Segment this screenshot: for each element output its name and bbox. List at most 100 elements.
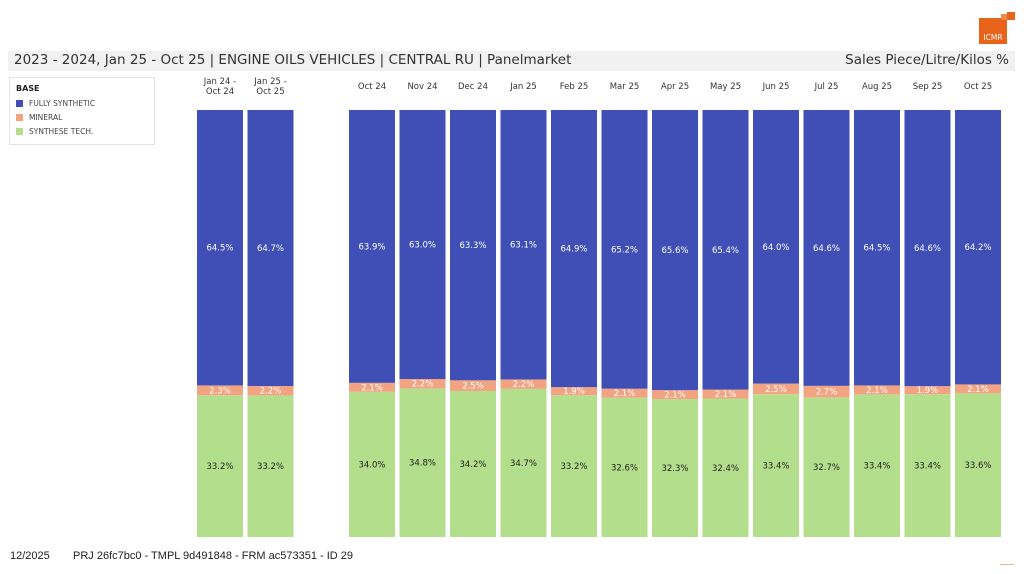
logo-main-square: [979, 18, 1007, 44]
logo-small-square: [1007, 12, 1015, 20]
bar-segment-fully-synthetic-mar-25: [601, 110, 648, 389]
bar-segment-fully-synthetic-dec-24: [450, 110, 496, 381]
data-label-mineral-dec-24: 2.5%: [462, 382, 484, 392]
data-label-synthese-tech-mar-25: 32.6%: [611, 463, 638, 473]
data-label-mineral-jan-24-oct-24: 2.3%: [209, 386, 231, 396]
footer-divider: [1000, 564, 1014, 565]
data-label-mineral-sep-25: 1.9%: [917, 386, 939, 396]
data-label-synthese-tech-may-25: 32.4%: [712, 464, 739, 474]
data-label-fully-synthetic-dec-24: 63.3%: [459, 241, 486, 251]
bar-segment-synthese-tech-jan-25: [500, 388, 547, 537]
data-label-mineral-oct-25: 2.1%: [967, 385, 989, 395]
data-label-synthese-tech-jun-25: 33.4%: [762, 462, 789, 472]
category-label-jan-25-oct-25-line-2: Oct 25: [256, 87, 284, 97]
bar-segment-synthese-tech-oct-25: [955, 393, 1001, 537]
bar-segment-fully-synthetic-apr-25: [652, 110, 698, 391]
legend-label: SYNTHESE TECH.: [29, 126, 94, 136]
bar-segment-mineral-oct-24: [349, 382, 395, 392]
icmr-logo: ICMR: [979, 12, 1015, 44]
data-label-fully-synthetic-oct-25: 64.2%: [964, 243, 991, 253]
logo-accent-square: [1001, 14, 1007, 20]
data-label-synthese-tech-aug-25: 33.4%: [863, 462, 890, 472]
bar-segment-synthese-tech-aug-25: [854, 394, 900, 537]
data-label-fully-synthetic-jul-25: 64.6%: [813, 244, 840, 254]
category-label-mar-25: Mar 25: [610, 82, 640, 92]
bar-segment-fully-synthetic-sep-25: [904, 110, 951, 387]
bar-segment-mineral-feb-25: [551, 387, 597, 396]
category-label-apr-25: Apr 25: [661, 82, 689, 92]
data-label-synthese-tech-feb-25: 33.2%: [560, 462, 587, 472]
bar-segment-fully-synthetic-feb-25: [551, 110, 597, 388]
legend-item-mineral: MINERAL: [16, 112, 62, 122]
bar-segment-fully-synthetic-oct-24: [349, 110, 395, 383]
bar-segment-synthese-tech-sep-25: [904, 394, 951, 537]
category-label-jun-25: Jun 25: [762, 82, 790, 92]
bar-segment-fully-synthetic-jan-24-oct-24: [197, 110, 243, 386]
bar-segment-synthese-tech-dec-24: [450, 390, 496, 537]
bar-segment-mineral-may-25: [702, 389, 749, 399]
category-label-jul-25: Jul 25: [814, 82, 839, 92]
logo-text: ICMR: [983, 33, 1002, 42]
data-label-fully-synthetic-nov-24: 63.0%: [409, 241, 436, 251]
bar-segment-mineral-aug-25: [854, 385, 900, 395]
bar-segment-fully-synthetic-nov-24: [399, 110, 446, 380]
data-label-fully-synthetic-aug-25: 64.5%: [863, 244, 890, 254]
data-label-synthese-tech-jul-25: 32.7%: [813, 463, 840, 473]
legend-swatch-mineral: [16, 113, 23, 121]
bar-segment-mineral-jan-24-oct-24: [197, 385, 243, 396]
bar-segment-mineral-dec-24: [450, 380, 496, 391]
footer-ids: PRJ 26fc7bc0 - TMPL 9d491848 - FRM ac573…: [73, 550, 354, 562]
data-label-fully-synthetic-jun-25: 64.0%: [762, 243, 789, 253]
data-label-synthese-tech-apr-25: 32.3%: [661, 464, 688, 474]
data-label-mineral-oct-24: 2.1%: [361, 383, 383, 393]
bar-segment-synthese-tech-oct-24: [349, 391, 395, 537]
data-label-fully-synthetic-sep-25: 64.6%: [914, 244, 941, 254]
bar-segment-mineral-jan-25: [500, 379, 547, 389]
bar-segment-mineral-jan-25-oct-25: [247, 385, 294, 396]
bar-segment-fully-synthetic-oct-25: [955, 110, 1001, 385]
bar-segment-synthese-tech-nov-24: [399, 388, 446, 537]
footer-date: 12/2025: [10, 550, 50, 562]
category-label-may-25: May 25: [710, 82, 741, 92]
category-label-jan-24-oct-24-line-2: Oct 24: [206, 87, 234, 97]
data-label-fully-synthetic-may-25: 65.4%: [712, 246, 739, 256]
category-label-oct-24: Oct 24: [358, 82, 386, 92]
bar-segment-synthese-tech-jan-25-oct-25: [247, 395, 294, 537]
category-label-nov-24: Nov 24: [407, 82, 437, 92]
bar-segment-mineral-jul-25: [803, 385, 850, 398]
category-label-dec-24: Dec 24: [458, 82, 488, 92]
bar-segment-fully-synthetic-jan-25: [500, 110, 547, 380]
bar-segment-synthese-tech-jul-25: [803, 397, 850, 537]
bar-segment-fully-synthetic-jun-25: [753, 110, 799, 384]
bar-segment-fully-synthetic-aug-25: [854, 110, 900, 386]
legend-label: FULLY SYNTHETIC: [29, 98, 96, 108]
data-label-fully-synthetic-apr-25: 65.6%: [661, 246, 688, 256]
measure-label: Sales Piece/Litre/Kilos %: [845, 52, 1009, 68]
data-label-fully-synthetic-jan-25-oct-25: 64.7%: [257, 244, 284, 254]
bar-segment-synthese-tech-jan-24-oct-24: [197, 395, 243, 537]
data-label-fully-synthetic-jan-25: 63.1%: [510, 241, 537, 251]
data-label-synthese-tech-oct-24: 34.0%: [358, 460, 385, 470]
legend-item-synthese-tech: SYNTHESE TECH.: [16, 126, 93, 136]
bar-segment-mineral-mar-25: [601, 388, 648, 398]
data-label-mineral-may-25: 2.1%: [715, 390, 737, 400]
bar-segment-mineral-sep-25: [904, 386, 951, 395]
bar-segment-synthese-tech-apr-25: [652, 399, 698, 537]
data-label-mineral-jan-25-oct-25: 2.2%: [260, 387, 282, 397]
data-label-synthese-tech-jan-25: 34.7%: [510, 459, 537, 469]
bar-segment-mineral-jun-25: [753, 383, 799, 395]
data-label-mineral-nov-24: 2.2%: [412, 380, 434, 390]
bar-segment-synthese-tech-may-25: [702, 398, 749, 537]
data-label-synthese-tech-jan-25-oct-25: 33.2%: [257, 462, 284, 472]
category-label-jan-25-oct-25-line-1: Jan 25 -: [253, 77, 286, 87]
bar-segment-synthese-tech-jun-25: [753, 394, 799, 537]
bar-segment-fully-synthetic-may-25: [702, 110, 749, 390]
category-label-oct-25: Oct 25: [964, 82, 992, 92]
bar-segment-fully-synthetic-jul-25: [803, 110, 850, 386]
legend-label: MINERAL: [29, 112, 63, 122]
data-label-synthese-tech-nov-24: 34.8%: [409, 459, 436, 469]
category-label-feb-25: Feb 25: [560, 82, 589, 92]
legend-title: BASE: [16, 84, 40, 93]
data-label-mineral-apr-25: 2.1%: [664, 391, 686, 401]
data-label-synthese-tech-jan-24-oct-24: 33.2%: [206, 462, 233, 472]
